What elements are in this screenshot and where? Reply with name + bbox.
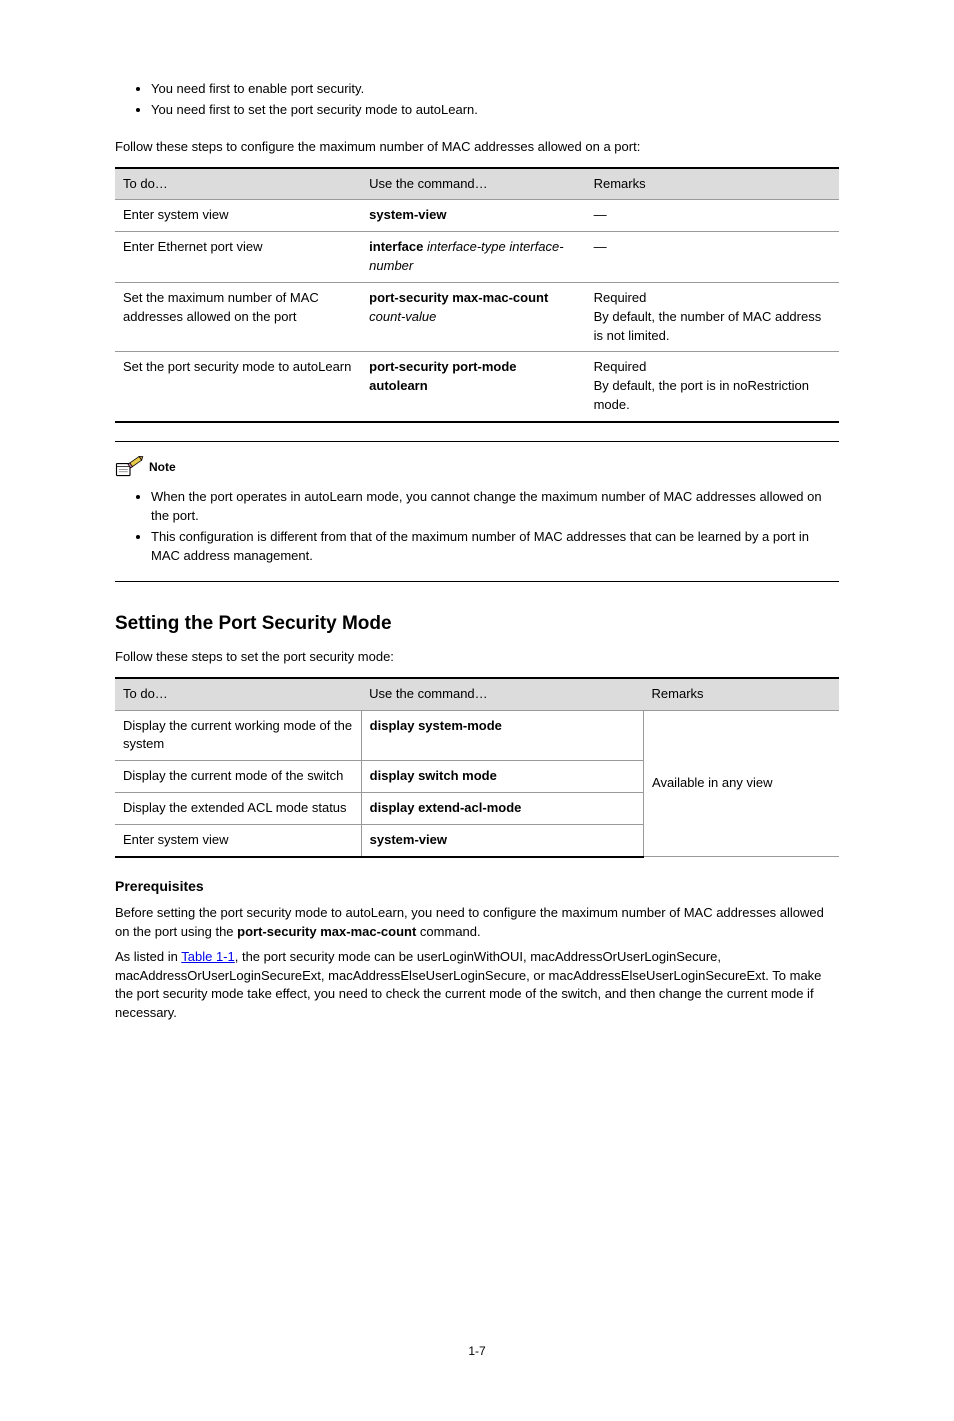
table-max-mac: To do… Use the command… Remarks Enter sy… xyxy=(115,167,839,423)
list-item: When the port operates in autoLearn mode… xyxy=(151,488,839,526)
command-name: interface xyxy=(369,239,423,254)
table-row: Enter Ethernet port viewinterface interf… xyxy=(115,232,839,283)
prereq-p1: Before setting the port security mode to… xyxy=(115,904,839,942)
cell-command: port-security max-mac-count count-value xyxy=(361,282,585,352)
cell-command: display system-mode xyxy=(361,710,643,761)
table-header-row: To do… Use the command… Remarks xyxy=(115,168,839,200)
cell-todo: Enter system view xyxy=(115,824,361,856)
cell-todo: Display the current mode of the switch xyxy=(115,761,361,793)
col-header: Use the command… xyxy=(361,168,585,200)
cell-command: interface interface-type interface-numbe… xyxy=(361,232,585,283)
command-args: count-value xyxy=(369,309,436,324)
note-list: When the port operates in autoLearn mode… xyxy=(115,488,839,565)
command-name: system-view xyxy=(369,207,446,222)
list-item: You need first to set the port security … xyxy=(151,101,839,120)
cell-todo: Set the port security mode to autoLearn xyxy=(115,352,361,422)
cell-remarks: Available in any view xyxy=(644,710,839,857)
prereq-p2: As listed in Table 1-1, the port securit… xyxy=(115,948,839,1023)
command-name: port-security max-mac-count xyxy=(369,290,548,305)
table-port-mode: To do… Use the command… Remarks Display … xyxy=(115,677,839,858)
col-header: To do… xyxy=(115,168,361,200)
command-name: display system-mode xyxy=(370,718,502,733)
col-header: Remarks xyxy=(586,168,839,200)
cell-todo: Display the extended ACL mode status xyxy=(115,793,361,825)
cell-todo: Set the maximum number of MAC addresses … xyxy=(115,282,361,352)
table2-title: Follow these steps to set the port secur… xyxy=(115,648,839,667)
table-reference-link[interactable]: Table 1-1 xyxy=(181,949,234,964)
cell-remarks: Required By default, the port is in noRe… xyxy=(586,352,839,422)
table-row: Display the current working mode of the … xyxy=(115,710,839,761)
cell-command: system-view xyxy=(361,200,585,232)
list-item: This configuration is different from tha… xyxy=(151,528,839,566)
table-row: Set the maximum number of MAC addresses … xyxy=(115,282,839,352)
prereq-bullet-list: You need first to enable port security. … xyxy=(115,80,839,120)
cell-command: system-view xyxy=(361,824,643,856)
cell-command: display extend-acl-mode xyxy=(361,793,643,825)
cell-todo: Enter Ethernet port view xyxy=(115,232,361,283)
command-name: port-security max-mac-count xyxy=(237,924,416,939)
command-name: port-security port-mode autolearn xyxy=(369,359,516,393)
table1-title: Follow these steps to configure the maxi… xyxy=(115,138,839,157)
note-callout: Note When the port operates in autoLearn… xyxy=(115,441,839,582)
table-header-row: To do… Use the command… Remarks xyxy=(115,678,839,710)
note-label: Note xyxy=(149,459,176,476)
command-name: display switch mode xyxy=(370,768,497,783)
cell-command: display switch mode xyxy=(361,761,643,793)
table-row: Enter system view system-view — xyxy=(115,200,839,232)
note-header: Note xyxy=(115,456,839,480)
table-row: Set the port security mode to autoLearnp… xyxy=(115,352,839,422)
command-name: system-view xyxy=(370,832,447,847)
col-header: Remarks xyxy=(644,678,839,710)
page-number: 1-7 xyxy=(115,1343,839,1360)
cell-remarks: Required By default, the number of MAC a… xyxy=(586,282,839,352)
cell-todo: Enter system view xyxy=(115,200,361,232)
cell-remarks: — xyxy=(586,200,839,232)
prereq-heading: Prerequisites xyxy=(115,876,839,896)
text: command. xyxy=(416,924,480,939)
col-header: To do… xyxy=(115,678,361,710)
list-item: You need first to enable port security. xyxy=(151,80,839,99)
cell-remarks: — xyxy=(586,232,839,283)
command-name: display extend-acl-mode xyxy=(370,800,522,815)
note-icon xyxy=(115,456,145,480)
cell-todo: Display the current working mode of the … xyxy=(115,710,361,761)
cell-command: port-security port-mode autolearn xyxy=(361,352,585,422)
section-heading-port-mode: Setting the Port Security Mode xyxy=(115,610,839,638)
col-header: Use the command… xyxy=(361,678,643,710)
